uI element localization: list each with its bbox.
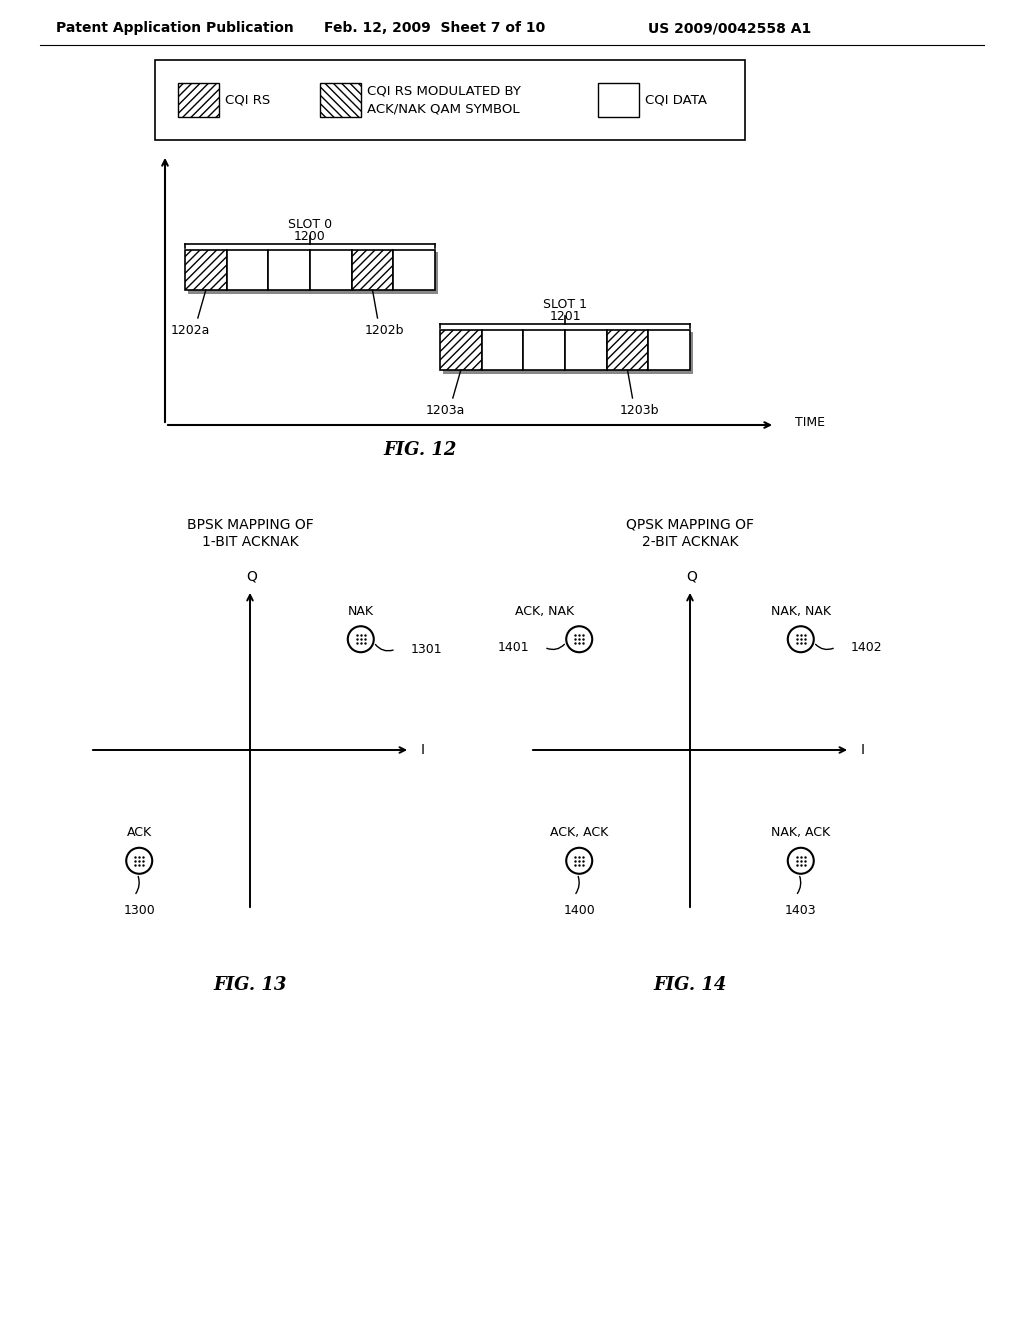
Text: SLOT 1: SLOT 1 xyxy=(543,297,587,310)
Text: Q: Q xyxy=(686,570,697,583)
Text: Q: Q xyxy=(247,570,257,583)
Bar xyxy=(606,330,648,370)
Text: 1203a: 1203a xyxy=(426,404,466,417)
Text: CQI RS: CQI RS xyxy=(225,94,270,107)
Text: NAK: NAK xyxy=(348,605,374,618)
Text: 1300: 1300 xyxy=(123,904,155,917)
Text: US 2009/0042558 A1: US 2009/0042558 A1 xyxy=(648,21,812,36)
Bar xyxy=(226,249,268,290)
Text: TIME: TIME xyxy=(795,416,825,429)
Text: Patent Application Publication: Patent Application Publication xyxy=(56,21,294,36)
Bar xyxy=(178,83,219,117)
Bar xyxy=(310,249,351,290)
Text: FIG. 14: FIG. 14 xyxy=(653,975,727,994)
Text: Feb. 12, 2009  Sheet 7 of 10: Feb. 12, 2009 Sheet 7 of 10 xyxy=(325,21,546,36)
Bar xyxy=(268,249,310,290)
Text: ACK/NAK QAM SYMBOL: ACK/NAK QAM SYMBOL xyxy=(367,103,519,116)
Bar xyxy=(481,330,523,370)
Text: 1400: 1400 xyxy=(563,904,595,917)
Text: 1202a: 1202a xyxy=(171,323,211,337)
Bar xyxy=(440,330,481,370)
Bar xyxy=(648,330,690,370)
Text: 1201: 1201 xyxy=(549,309,581,322)
Text: 1403: 1403 xyxy=(785,904,816,917)
Text: 1202b: 1202b xyxy=(365,323,404,337)
Text: 1200: 1200 xyxy=(294,230,326,243)
Text: ACK: ACK xyxy=(127,826,152,840)
Bar xyxy=(351,249,393,290)
Text: FIG. 13: FIG. 13 xyxy=(213,975,287,994)
Bar xyxy=(523,330,565,370)
Text: 1301: 1301 xyxy=(411,643,442,656)
Text: SLOT 0: SLOT 0 xyxy=(288,218,332,231)
Bar xyxy=(319,83,360,117)
Text: CQI RS MODULATED BY: CQI RS MODULATED BY xyxy=(367,84,520,98)
Bar xyxy=(598,83,639,117)
Text: I: I xyxy=(861,743,865,756)
Text: NAK, NAK: NAK, NAK xyxy=(771,605,830,618)
Bar xyxy=(188,252,438,294)
Text: BPSK MAPPING OF: BPSK MAPPING OF xyxy=(186,517,313,532)
Text: 2-BIT ACKNAK: 2-BIT ACKNAK xyxy=(642,535,738,549)
Bar xyxy=(565,330,606,370)
Text: I: I xyxy=(421,743,425,756)
Text: 1203b: 1203b xyxy=(620,404,659,417)
Text: QPSK MAPPING OF: QPSK MAPPING OF xyxy=(626,517,754,532)
Text: 1-BIT ACKNAK: 1-BIT ACKNAK xyxy=(202,535,298,549)
Text: 1401: 1401 xyxy=(498,640,529,653)
Bar xyxy=(185,249,226,290)
Text: FIG. 12: FIG. 12 xyxy=(383,441,457,459)
Bar xyxy=(155,59,745,140)
Bar xyxy=(393,249,435,290)
Text: ACK, ACK: ACK, ACK xyxy=(550,826,608,840)
Text: ACK, NAK: ACK, NAK xyxy=(515,605,574,618)
Text: 1402: 1402 xyxy=(851,640,883,653)
Text: NAK, ACK: NAK, ACK xyxy=(771,826,830,840)
Bar xyxy=(443,333,693,374)
Text: CQI DATA: CQI DATA xyxy=(645,94,707,107)
